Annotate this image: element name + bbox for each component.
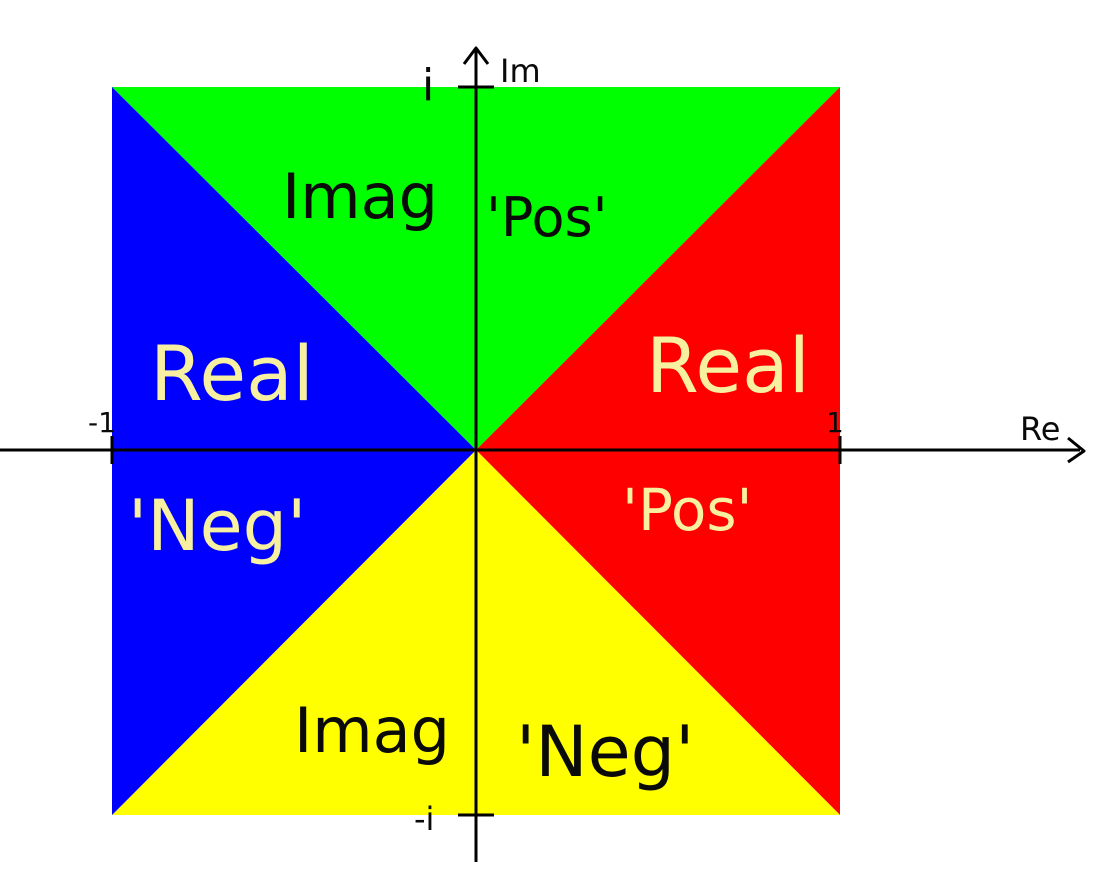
label-top-imag: Imag xyxy=(282,160,438,233)
y-axis-label: Im xyxy=(500,52,541,90)
tick-label-neg-one: -1 xyxy=(88,406,116,439)
real-axis-arrowhead xyxy=(1067,436,1086,464)
label-bottom-neg: 'Neg' xyxy=(516,711,694,793)
label-right-real: Real xyxy=(646,321,810,410)
label-top-pos: 'Pos' xyxy=(486,186,608,249)
label-left-neg: 'Neg' xyxy=(128,485,306,567)
tick-label-pos-one: 1 xyxy=(826,406,844,439)
label-bottom-imag: Imag xyxy=(294,694,450,767)
x-axis-label: Re xyxy=(1020,410,1060,448)
label-left-real: Real xyxy=(150,329,314,418)
tick-label-neg-i: -i xyxy=(414,800,434,838)
label-right-pos: 'Pos' xyxy=(622,476,753,544)
tick-label-pos-i: i xyxy=(422,60,434,111)
imaginary-axis-arrowhead xyxy=(462,46,490,65)
